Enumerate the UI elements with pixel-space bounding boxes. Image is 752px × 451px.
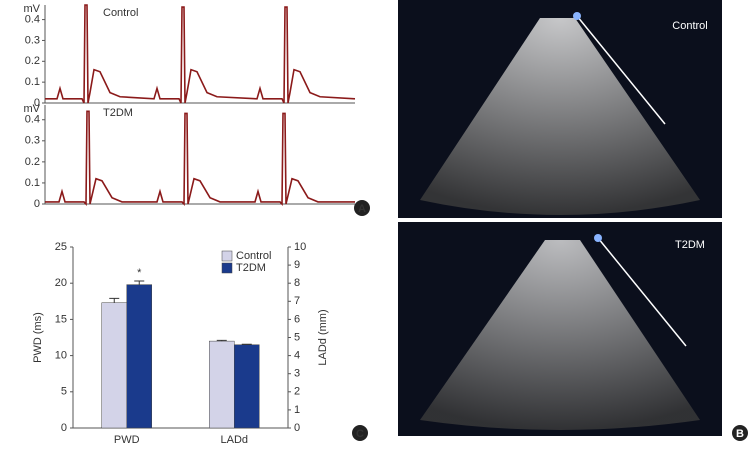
y2-tick-label: 8 [294, 277, 300, 289]
y-axis-label: PWD (ms) [32, 312, 44, 363]
y2-tick-label: 4 [294, 350, 300, 362]
legend-label: T2DM [236, 262, 266, 274]
echo-fan [420, 240, 700, 430]
panel-badge [354, 200, 370, 216]
panel-label: B [736, 428, 744, 440]
bar [234, 344, 260, 429]
y2-tick-label: 7 [294, 295, 300, 307]
echo-label: T2DM [675, 239, 705, 251]
error-bar [134, 280, 145, 285]
bar [209, 340, 235, 429]
trace-label: Control [103, 7, 138, 19]
y-tick-label: 0.4 [25, 14, 40, 26]
y2-tick-label: 6 [294, 313, 300, 325]
echo-label: Control [672, 20, 707, 32]
error-bar [216, 339, 227, 342]
bar [101, 302, 127, 429]
y-tick-label: 0.4 [25, 114, 40, 126]
y-tick-label: 0.1 [25, 177, 40, 189]
y-tick-label: 20 [55, 277, 67, 289]
echo-fan [420, 18, 700, 215]
significance-mark: * [137, 267, 142, 279]
y2-tick-label: 9 [294, 259, 300, 271]
legend-label: Control [236, 250, 271, 262]
y-axis-label: mV [24, 103, 41, 115]
y-tick-label: 0.3 [25, 34, 40, 46]
y-tick-label: 15 [55, 313, 67, 325]
y-tick-label: 0 [34, 198, 40, 210]
y2-tick-label: 1 [294, 404, 300, 416]
y-tick-label: 25 [55, 241, 67, 253]
scale-line [597, 237, 687, 347]
y-tick-label: 10 [55, 350, 67, 362]
scale-line [576, 15, 666, 125]
y2-tick-label: 10 [294, 241, 306, 253]
probe-marker [573, 12, 581, 20]
y-tick-label: 0 [34, 97, 40, 109]
probe-marker [594, 234, 602, 242]
panel-badge [352, 425, 368, 441]
y-tick-label: 0.1 [25, 76, 40, 88]
y2-tick-label: 0 [294, 422, 300, 434]
legend-swatch [221, 262, 233, 274]
y-tick-label: 5 [61, 386, 67, 398]
y2-tick-label: 5 [294, 331, 300, 343]
y2-tick-label: 2 [294, 386, 300, 398]
panel-label: A [358, 203, 366, 215]
error-bar [109, 297, 120, 303]
panel-badge: B [732, 425, 748, 441]
x-tick-label: PWD [114, 434, 140, 446]
legend-swatch [221, 250, 233, 262]
y-tick-label: 0 [61, 422, 67, 434]
y-axis-label: mV [24, 3, 41, 15]
ecg-trace [45, 4, 356, 104]
x-tick-label: LADd [220, 434, 248, 446]
y-tick-label: 0.2 [25, 55, 40, 67]
ecg-trace [45, 110, 355, 206]
echo-panel: Control T2DM B [398, 0, 748, 441]
y-tick-label: 0.3 [25, 135, 40, 147]
error-bar [241, 343, 252, 345]
bar [126, 284, 152, 429]
panel-label: C [356, 428, 364, 440]
y2-axis-label: LADd (mm) [317, 309, 329, 365]
trace-label: T2DM [103, 107, 133, 119]
y-tick-label: 0.2 [25, 156, 40, 168]
y2-tick-label: 3 [294, 368, 300, 380]
